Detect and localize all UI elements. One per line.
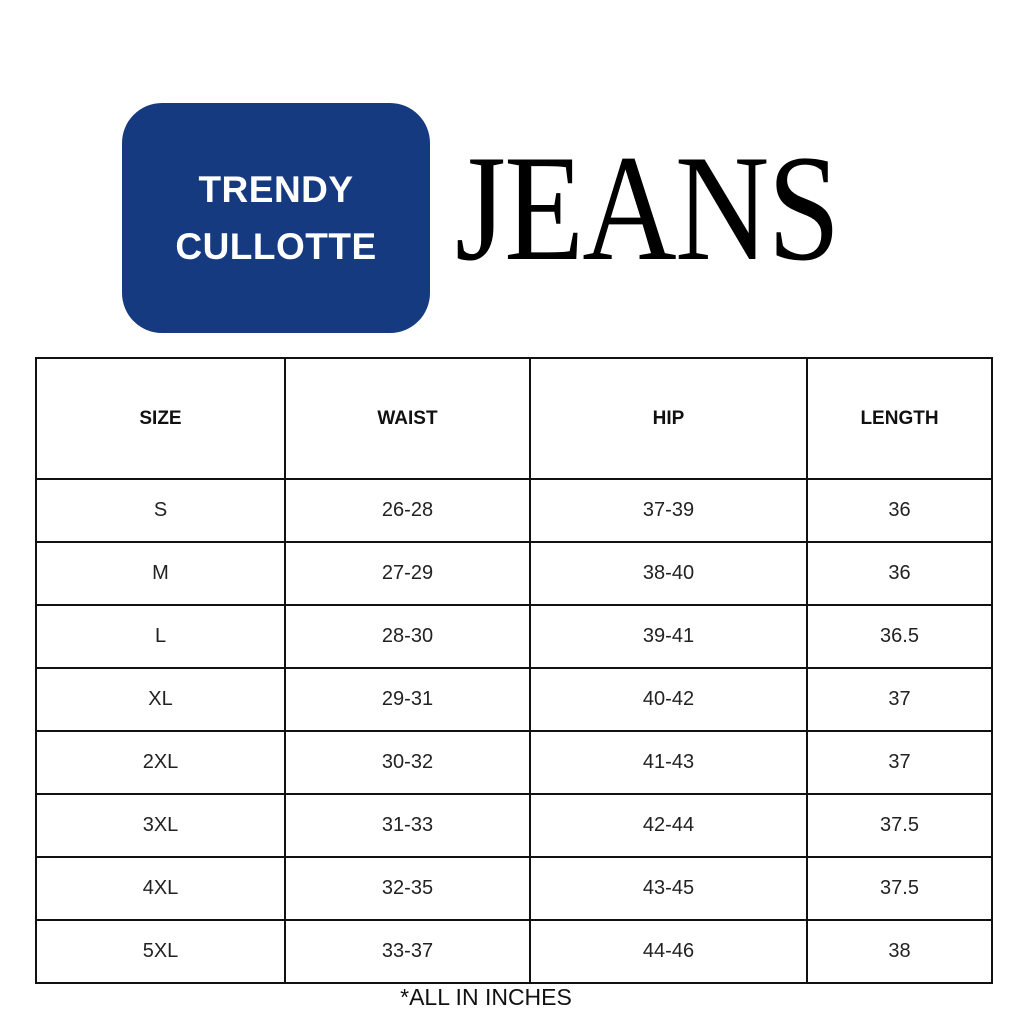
product-badge: TRENDY CULLOTTE	[122, 103, 430, 333]
table-cell: 5XL	[35, 919, 286, 984]
table-cell: 43-45	[529, 856, 808, 921]
table-row: XL 29-31 40-42 37	[35, 667, 993, 732]
badge-line-2: CULLOTTE	[175, 226, 377, 267]
column-header: SIZE	[35, 357, 286, 480]
table-cell: 38-40	[529, 541, 808, 606]
column-header: LENGTH	[806, 357, 993, 480]
table-cell: 29-31	[284, 667, 531, 732]
table-cell: 37.5	[806, 856, 993, 921]
table-cell: 40-42	[529, 667, 808, 732]
table-cell: 2XL	[35, 730, 286, 795]
table-cell: 33-37	[284, 919, 531, 984]
table-cell: 38	[806, 919, 993, 984]
table-cell: 37	[806, 730, 993, 795]
table-header-row: SIZE WAIST HIP LENGTH	[35, 357, 993, 480]
table-cell: 37-39	[529, 478, 808, 543]
column-header: WAIST	[284, 357, 531, 480]
size-chart-table: SIZE WAIST HIP LENGTH S 26-28 37-39 36 M 27-29 38…	[35, 357, 993, 984]
table-cell: 37.5	[806, 793, 993, 858]
units-note: *ALL IN INCHES	[400, 984, 572, 1010]
table-cell: 32-35	[284, 856, 531, 921]
table-cell: 27-29	[284, 541, 531, 606]
table-cell: 41-43	[529, 730, 808, 795]
table-cell: 37	[806, 667, 993, 732]
table-cell: XL	[35, 667, 286, 732]
table-cell: 39-41	[529, 604, 808, 669]
table-row: 3XL 31-33 42-44 37.5	[35, 793, 993, 858]
table-cell: 4XL	[35, 856, 286, 921]
table-row: M 27-29 38-40 36	[35, 541, 993, 606]
table-cell: 36.5	[806, 604, 993, 669]
table-cell: L	[35, 604, 286, 669]
table-row: 2XL 30-32 41-43 37	[35, 730, 993, 795]
table-row: 4XL 32-35 43-45 37.5	[35, 856, 993, 921]
table-row: 5XL 33-37 44-46 38	[35, 919, 993, 984]
table-cell: 36	[806, 478, 993, 543]
table-cell: 3XL	[35, 793, 286, 858]
table-cell: 42-44	[529, 793, 808, 858]
badge-line-1: TRENDY	[198, 169, 354, 210]
table-cell: 44-46	[529, 919, 808, 984]
table-cell: S	[35, 478, 286, 543]
table-cell: 36	[806, 541, 993, 606]
table-cell: 26-28	[284, 478, 531, 543]
table-row: L 28-30 39-41 36.5	[35, 604, 993, 669]
column-header: HIP	[529, 357, 808, 480]
table-cell: 28-30	[284, 604, 531, 669]
table-cell: 31-33	[284, 793, 531, 858]
table-row: S 26-28 37-39 36	[35, 478, 993, 543]
table-cell: 30-32	[284, 730, 531, 795]
page-title: JEANS	[455, 124, 840, 292]
table-cell: M	[35, 541, 286, 606]
